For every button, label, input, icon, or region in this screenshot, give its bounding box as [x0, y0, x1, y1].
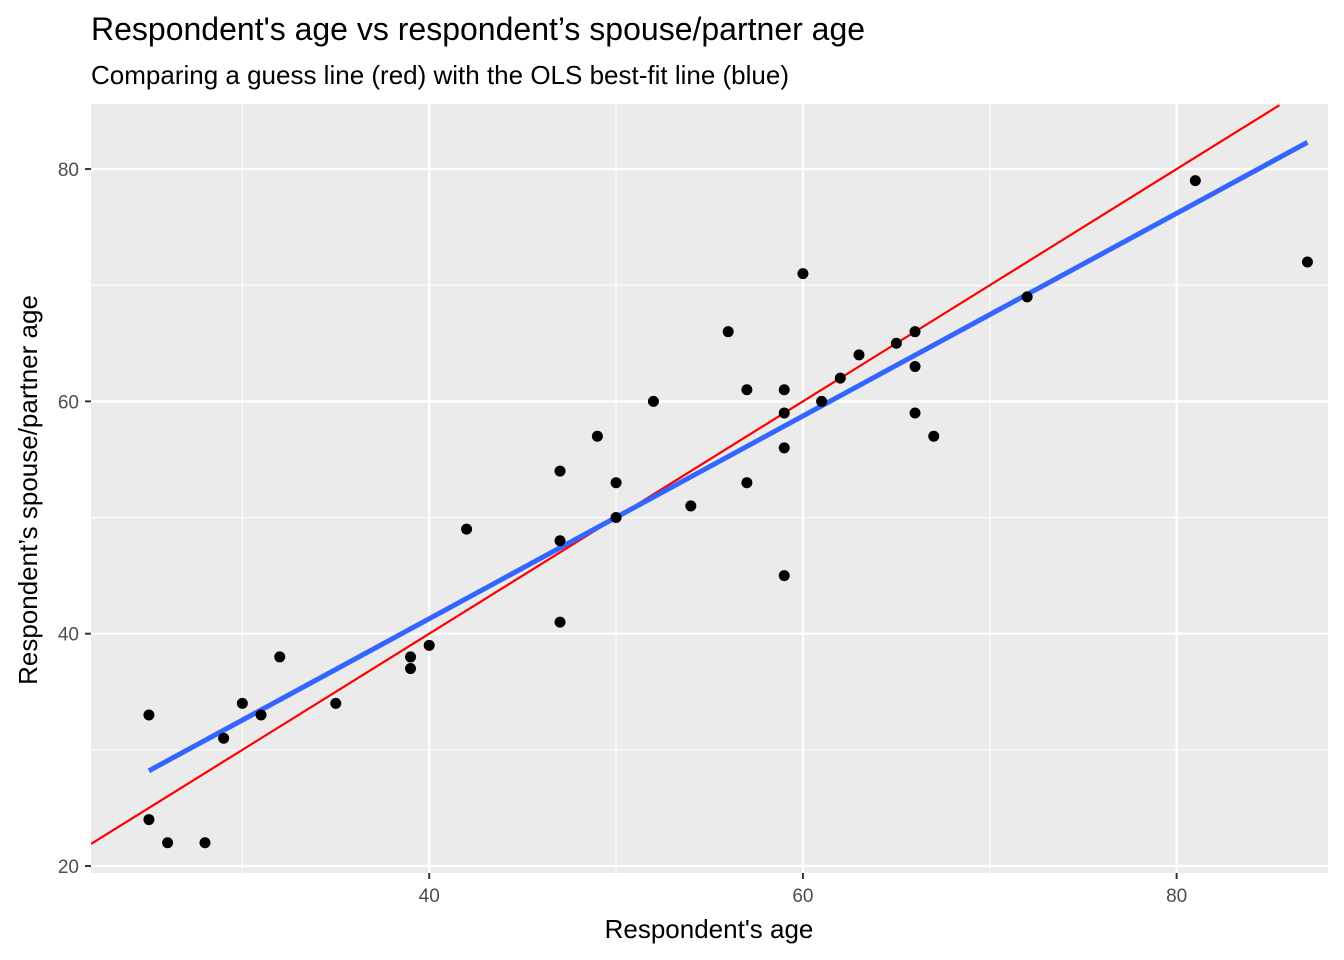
data-point — [423, 639, 435, 651]
x-tick-label: 80 — [1166, 886, 1187, 907]
minor-gridlines — [91, 104, 1328, 873]
data-point — [554, 616, 566, 628]
data-point — [554, 465, 566, 477]
y-tick-label: 60 — [58, 392, 79, 413]
data-point — [853, 349, 865, 361]
data-point — [255, 709, 267, 721]
data-point — [741, 384, 753, 396]
data-point — [909, 361, 921, 373]
chart-title: Respondent's age vs respondent’s spouse/… — [91, 11, 865, 47]
data-point — [778, 570, 790, 582]
data-point — [816, 395, 828, 407]
data-point — [405, 663, 417, 675]
data-point — [405, 651, 417, 663]
data-point — [1189, 175, 1201, 187]
data-point — [610, 512, 622, 524]
x-axis-label: Respondent's age — [605, 914, 814, 944]
data-point — [834, 372, 846, 384]
major-gridlines — [91, 104, 1328, 873]
y-axis-label: Respondent’s spouse/partner age — [13, 295, 43, 685]
data-point — [1301, 256, 1313, 268]
data-point — [162, 837, 174, 849]
y-tick-label: 80 — [58, 160, 79, 181]
y-tick-label: 20 — [58, 857, 79, 878]
data-point — [778, 384, 790, 396]
data-point — [890, 337, 902, 349]
data-point — [909, 326, 921, 338]
data-point — [591, 430, 603, 442]
data-point — [647, 395, 659, 407]
data-point — [236, 697, 248, 709]
data-point — [928, 430, 940, 442]
fit-lines — [91, 104, 1309, 845]
plot-panel — [91, 104, 1328, 873]
data-point — [778, 442, 790, 454]
data-point — [218, 732, 230, 744]
data-point — [461, 523, 473, 535]
x-tick-label: 60 — [792, 886, 813, 907]
y-axis: 20 40 60 80 — [58, 160, 91, 878]
data-point — [741, 477, 753, 489]
data-point — [722, 326, 734, 338]
data-point — [685, 500, 697, 512]
guess-line — [91, 104, 1280, 845]
x-tick-label: 40 — [419, 886, 440, 907]
x-axis: 40 60 80 — [419, 873, 1187, 907]
data-point — [143, 814, 155, 826]
data-point — [199, 837, 211, 849]
y-tick-label: 40 — [58, 625, 79, 646]
data-point — [330, 697, 342, 709]
data-point — [909, 407, 921, 419]
data-point — [1021, 291, 1033, 303]
data-point — [778, 407, 790, 419]
ols-best-fit-line — [147, 140, 1309, 773]
data-points — [143, 175, 1313, 849]
chart-subtitle: Comparing a guess line (red) with the OL… — [91, 60, 789, 90]
data-point — [274, 651, 286, 663]
data-point — [554, 535, 566, 547]
data-point — [143, 709, 155, 721]
data-point — [797, 268, 809, 280]
data-point — [610, 477, 622, 489]
